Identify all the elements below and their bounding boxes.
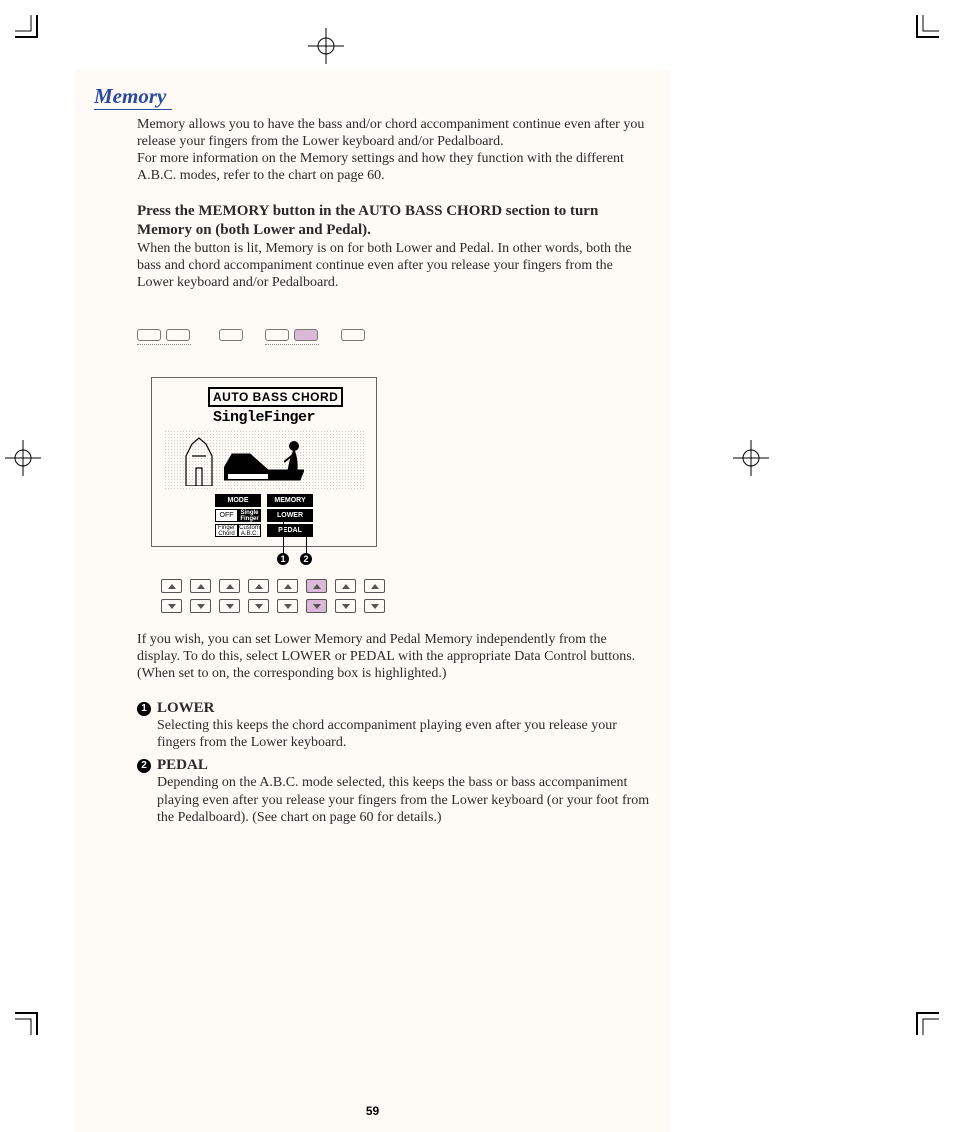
crop-mark-icon [15, 1003, 47, 1040]
hw-button [265, 329, 289, 341]
registration-mark-icon [733, 440, 769, 481]
dc-down-button-highlighted [306, 599, 327, 613]
dc-down-button [248, 599, 269, 613]
section-title: Memory [94, 84, 172, 110]
middle-paragraph: If you wish, you can set Lower Memory an… [137, 631, 650, 682]
intro-text: Memory allows you to have the bass and/o… [137, 116, 650, 184]
hw-button [341, 329, 365, 341]
registration-mark-icon [5, 440, 41, 481]
lcd-custom-abc-cell: Custom A.B.C. [238, 524, 261, 537]
dc-up-button [364, 579, 385, 593]
callout-badge-1: 1 [277, 553, 289, 565]
group-underline-icon [265, 344, 319, 345]
group-underline-icon [137, 344, 191, 345]
dc-down-button [190, 599, 211, 613]
item-body: Selecting this keeps the chord accompani… [157, 717, 650, 751]
number-badge: 2 [137, 759, 151, 773]
manual-page: Memory Memory allows you to have the bas… [75, 70, 670, 1132]
triangle-up-icon [168, 584, 176, 589]
crop-mark-icon [907, 1003, 939, 1040]
lcd-off-cell: OFF [215, 509, 238, 522]
pianist-icon [284, 440, 308, 480]
page-number: 59 [75, 1104, 670, 1118]
crop-mark-icon [15, 15, 47, 52]
dc-down-button [335, 599, 356, 613]
callout-badge-2: 2 [300, 553, 312, 565]
item-title: PEDAL [157, 757, 208, 774]
callout-line-icon [306, 535, 307, 555]
list-item: 1 LOWER Selecting this keeps the chord a… [137, 700, 660, 751]
callout-line-icon [283, 522, 284, 555]
lcd-mode-header: MODE [215, 494, 261, 507]
lcd-mode-name: SingleFinger [164, 409, 364, 426]
triangle-down-icon [168, 604, 176, 609]
instruction-heading: Press the MEMORY button in the AUTO BASS… [137, 202, 650, 240]
number-badge: 1 [137, 702, 151, 716]
dc-up-button [335, 579, 356, 593]
item-body: Depending on the A.B.C. mode selected, t… [157, 774, 650, 825]
dc-up-button [219, 579, 240, 593]
data-control-buttons [161, 579, 660, 613]
lcd-memory-header: MEMORY [267, 494, 313, 507]
lcd-title: AUTO BASS CHORD [208, 387, 343, 407]
lcd-button-grid: MODE OFF Single Finger Finger Chord Cust… [164, 494, 364, 537]
castle-icon [182, 436, 216, 486]
intro-paragraph-1: Memory allows you to have the bass and/o… [137, 117, 644, 149]
dc-down-button [364, 599, 385, 613]
lcd-single-finger-cell: Single Finger [238, 509, 261, 522]
dc-up-button-highlighted [306, 579, 327, 593]
numbered-list: 1 LOWER Selecting this keeps the chord a… [137, 700, 660, 825]
hw-button [166, 329, 190, 341]
lcd-illustration [164, 430, 364, 490]
dc-down-button [161, 599, 182, 613]
dc-down-button [219, 599, 240, 613]
hw-button [137, 329, 161, 341]
hardware-button-row [137, 329, 660, 345]
dc-up-button [161, 579, 182, 593]
dc-up-button [190, 579, 211, 593]
list-item: 2 PEDAL Depending on the A.B.C. mode sel… [137, 757, 660, 825]
lcd-screen: AUTO BASS CHORD SingleFinger MODE OFF Si… [151, 377, 377, 547]
memory-button-lit [294, 329, 318, 341]
lcd-lower-cell: LOWER [267, 509, 313, 522]
intro-paragraph-2: For more information on the Memory setti… [137, 151, 624, 183]
item-title: LOWER [157, 700, 215, 717]
registration-mark-icon [308, 28, 344, 69]
dc-up-button [277, 579, 298, 593]
dc-down-button [277, 599, 298, 613]
instruction-body: When the button is lit, Memory is on for… [137, 240, 650, 291]
hw-button [219, 329, 243, 341]
dc-up-button [248, 579, 269, 593]
crop-mark-icon [907, 15, 939, 52]
lcd-fingered-chord-cell: Finger Chord [215, 524, 238, 537]
